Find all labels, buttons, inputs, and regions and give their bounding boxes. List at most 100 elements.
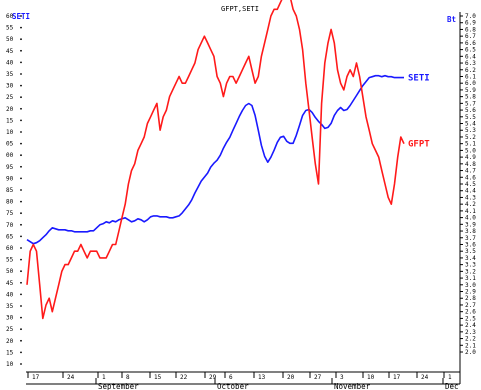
left-tick-dot bbox=[20, 154, 22, 157]
left-tick-label: 30 bbox=[6, 83, 14, 90]
x-month-label: October bbox=[217, 382, 249, 390]
right-tick-label: 4.3 bbox=[465, 194, 476, 201]
left-tick-label: 40 bbox=[6, 291, 14, 298]
right-tick-label: 3.1 bbox=[465, 275, 476, 282]
right-tick-label: 6.0 bbox=[465, 80, 476, 87]
left-tick-dot bbox=[20, 49, 22, 52]
left-tick-label: 80 bbox=[6, 199, 14, 206]
right-tick-label: 6.2 bbox=[465, 67, 476, 74]
right-tick-label: 5.5 bbox=[465, 114, 476, 121]
x-day-label: 24 bbox=[67, 374, 75, 381]
left-tick-dot bbox=[20, 131, 22, 133]
right-tick-label: 4.5 bbox=[465, 181, 476, 188]
left-tick-label: 75 bbox=[6, 210, 14, 217]
right-tick-label: 3.2 bbox=[465, 268, 476, 275]
left-tick-label: 15 bbox=[6, 117, 14, 124]
left-tick-dot bbox=[20, 142, 22, 145]
chart-title: GFPT,SETI bbox=[221, 5, 259, 13]
right-tick-label: 2.0 bbox=[465, 349, 476, 356]
x-day-label: 27 bbox=[314, 374, 322, 381]
right-tick-label: 3.9 bbox=[465, 221, 476, 228]
right-tick-label: 4.8 bbox=[465, 161, 476, 168]
right-tick-label: 6.8 bbox=[465, 26, 476, 33]
left-tick-label: 50 bbox=[6, 268, 14, 275]
right-tick-label: 3.5 bbox=[465, 248, 476, 255]
left-tick-label: 55 bbox=[6, 25, 14, 32]
left-tick-label: 65 bbox=[6, 233, 14, 240]
right-tick-label: 2.1 bbox=[465, 342, 476, 349]
x-month-label: November bbox=[334, 382, 371, 390]
left-tick-label: 10 bbox=[6, 129, 14, 136]
series-labels: SETI GFPT bbox=[408, 74, 430, 150]
right-tick-label: 5.9 bbox=[465, 87, 476, 94]
x-day-label: 13 bbox=[258, 374, 266, 381]
right-tick-label: 5.1 bbox=[465, 141, 476, 148]
left-tick-dot bbox=[20, 73, 22, 75]
x-day-label: 3 bbox=[340, 374, 344, 381]
series-lines bbox=[26, 0, 405, 320]
left-axis-ticks: 60 55 50 45 40 35 30 25 20 15 10 05 00 95 90 85 80 75 70 65… bbox=[6, 13, 22, 368]
x-day-label: 22 bbox=[180, 374, 188, 381]
right-tick-label: 5.7 bbox=[465, 100, 476, 107]
left-tick-label: 10 bbox=[6, 361, 14, 368]
left-tick-dot bbox=[20, 84, 22, 87]
x-day-label: 24 bbox=[421, 374, 429, 381]
right-tick-label: 2.8 bbox=[465, 295, 476, 302]
right-tick-label: 6.1 bbox=[465, 73, 476, 80]
right-tick-label: 4.0 bbox=[465, 215, 476, 222]
right-tick-label: 2.7 bbox=[465, 302, 476, 309]
left-tick-label: 90 bbox=[6, 175, 14, 182]
right-tick-label: 5.0 bbox=[465, 147, 476, 154]
right-tick-label: 4.7 bbox=[465, 168, 476, 175]
right-tick-label: 6.5 bbox=[465, 47, 476, 54]
x-day-label: 29 bbox=[209, 374, 217, 381]
left-tick-label: 95 bbox=[6, 164, 14, 171]
x-month-label: Dec bbox=[445, 382, 459, 390]
right-axis-label: Bt bbox=[447, 15, 456, 24]
left-tick-label: 20 bbox=[6, 106, 14, 113]
left-tick-dot bbox=[20, 38, 22, 41]
right-tick-label: 2.5 bbox=[465, 315, 476, 322]
right-tick-label: 2.9 bbox=[465, 289, 476, 296]
left-tick-dot bbox=[20, 61, 22, 64]
left-tick-dot bbox=[20, 96, 22, 99]
left-tick-dot bbox=[20, 328, 22, 331]
series-label-gfpt: GFPT bbox=[408, 140, 430, 150]
left-tick-dot bbox=[20, 270, 22, 273]
left-tick-label: 00 bbox=[6, 152, 14, 159]
left-tick-label: 25 bbox=[6, 94, 14, 101]
left-tick-label: 50 bbox=[6, 36, 14, 43]
right-tick-label: 3.8 bbox=[465, 228, 476, 235]
x-day-label: 10 bbox=[367, 374, 375, 381]
left-tick-dot bbox=[20, 363, 22, 365]
x-day-label: 17 bbox=[393, 374, 401, 381]
left-tick-label: 40 bbox=[6, 59, 14, 66]
right-tick-label: 2.2 bbox=[465, 336, 476, 343]
left-tick-dot bbox=[20, 293, 22, 296]
x-day-label: 20 bbox=[287, 374, 295, 381]
left-tick-label: 70 bbox=[6, 222, 14, 229]
right-tick-label: 6.9 bbox=[465, 20, 476, 27]
left-tick-label: 85 bbox=[6, 187, 14, 194]
left-tick-dot bbox=[20, 281, 22, 284]
right-axis-ticks: 7.06.96.86.76.66.56.46.36.26.16.05.95.85… bbox=[460, 13, 476, 356]
left-tick-dot bbox=[20, 258, 22, 261]
left-tick-label: 35 bbox=[6, 303, 14, 310]
right-tick-label: 4.4 bbox=[465, 188, 476, 195]
left-tick-label: 35 bbox=[6, 71, 14, 78]
right-tick-label: 7.0 bbox=[465, 13, 476, 20]
left-tick-dot bbox=[20, 339, 22, 342]
right-tick-label: 2.6 bbox=[465, 309, 476, 316]
left-tick-label: 20 bbox=[6, 338, 14, 345]
right-tick-label: 5.8 bbox=[465, 94, 476, 101]
x-day-label: 1 bbox=[102, 374, 106, 381]
right-tick-label: 4.9 bbox=[465, 154, 476, 161]
left-tick-dot bbox=[20, 316, 22, 319]
right-tick-label: 4.1 bbox=[465, 208, 476, 215]
right-tick-label: 2.3 bbox=[465, 329, 476, 336]
x-day-label: 8 bbox=[126, 374, 130, 381]
left-tick-label: 60 bbox=[6, 245, 14, 252]
series-line-gfpt bbox=[26, 0, 405, 320]
left-tick-label: 45 bbox=[6, 48, 14, 55]
